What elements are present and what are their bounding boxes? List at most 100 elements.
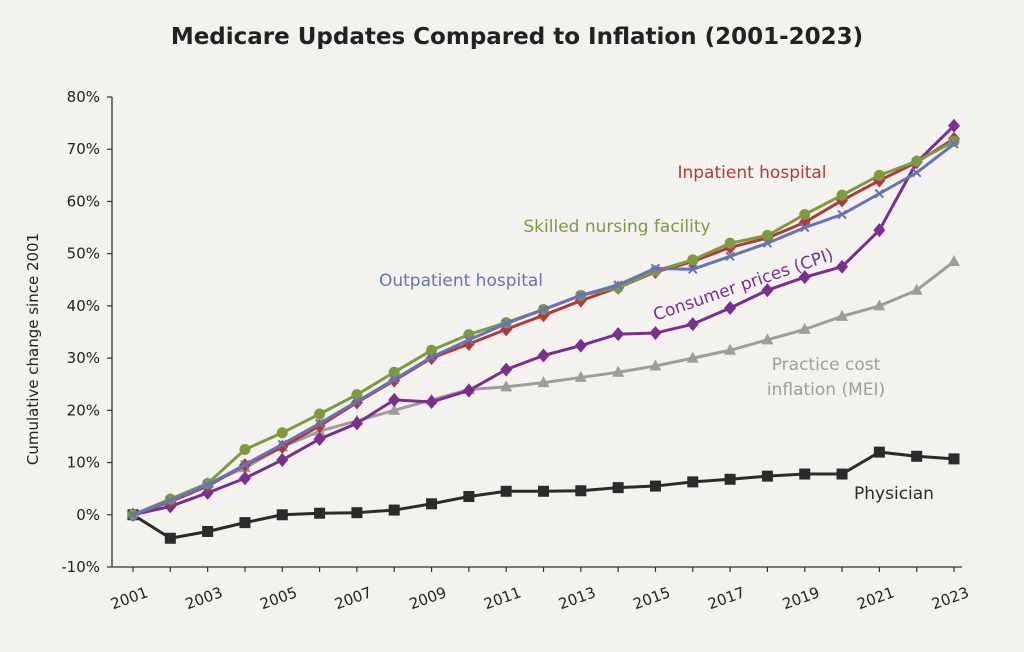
- data-point: [388, 366, 400, 378]
- data-point: [686, 317, 699, 332]
- data-point: [949, 139, 959, 149]
- data-point: [575, 485, 587, 497]
- x-tick-label: 2019: [780, 583, 822, 613]
- data-point: [874, 188, 885, 199]
- data-point: [165, 495, 176, 506]
- data-point: [873, 223, 886, 238]
- x-tick-label: 2001: [108, 583, 150, 613]
- data-point: [537, 348, 550, 363]
- data-point: [314, 408, 326, 420]
- data-point: [388, 504, 400, 516]
- data-point: [799, 468, 811, 480]
- data-point: [836, 259, 849, 274]
- data-point: [462, 383, 475, 398]
- data-point: [537, 376, 550, 388]
- y-tick-label: -10%: [61, 558, 100, 576]
- chart-title: Medicare Updates Compared to Inflation (…: [171, 24, 863, 50]
- x-tick-label: 2009: [407, 583, 449, 613]
- data-point: [687, 254, 699, 266]
- x-tick-label: 2013: [556, 583, 598, 613]
- data-point: [276, 452, 289, 467]
- data-point: [500, 485, 512, 497]
- data-point: [500, 362, 513, 377]
- data-point: [724, 473, 736, 485]
- data-point: [613, 280, 623, 290]
- data-point: [873, 299, 886, 311]
- data-point: [761, 333, 774, 345]
- data-point: [574, 370, 587, 382]
- y-tick-label: 60%: [67, 192, 100, 210]
- data-point: [649, 359, 662, 371]
- series-outpatient-hospital: [128, 139, 959, 520]
- series-label: Practice cost inflation (MEI): [767, 355, 885, 400]
- series-inpatient-hospital: [127, 131, 960, 522]
- y-tick-label: 20%: [67, 401, 100, 419]
- data-point: [724, 343, 737, 355]
- data-point: [426, 498, 438, 510]
- data-point: [389, 374, 399, 385]
- data-point: [725, 251, 735, 261]
- data-point: [238, 471, 251, 486]
- x-tick-label: 2005: [258, 583, 300, 613]
- data-point: [948, 135, 960, 147]
- x-tick-label: 2007: [332, 583, 374, 613]
- data-point: [239, 444, 251, 455]
- data-point: [239, 517, 251, 529]
- data-point: [649, 326, 662, 341]
- data-point: [202, 480, 213, 490]
- series-layer: [127, 118, 960, 544]
- data-point: [351, 507, 363, 519]
- y-tick-label: 0%: [76, 506, 100, 524]
- data-point: [761, 470, 773, 482]
- data-point: [538, 485, 549, 497]
- data-point: [836, 468, 848, 480]
- data-point: [687, 476, 699, 488]
- data-point: [500, 380, 513, 392]
- data-point: [910, 283, 923, 295]
- data-point: [836, 309, 849, 321]
- data-point: [313, 432, 326, 447]
- series-label: Physician: [854, 484, 934, 504]
- y-tick-label: 70%: [67, 140, 100, 158]
- data-point: [799, 209, 811, 220]
- data-point: [314, 418, 325, 429]
- data-point: [873, 446, 885, 458]
- data-point: [352, 396, 362, 407]
- data-point: [426, 352, 437, 362]
- data-point: [911, 155, 923, 167]
- data-point: [612, 482, 624, 494]
- x-tick-label: 2011: [481, 583, 523, 613]
- y-tick-label: 10%: [67, 454, 100, 472]
- data-point: [911, 168, 922, 178]
- data-point: [277, 439, 287, 449]
- data-point: [164, 532, 176, 544]
- y-tick-label: 50%: [67, 245, 100, 263]
- data-point: [761, 283, 774, 298]
- data-point: [574, 338, 587, 353]
- series-label: Consumer prices (CPI): [651, 245, 836, 325]
- data-point: [202, 525, 214, 537]
- data-point: [128, 510, 138, 520]
- data-point: [650, 263, 661, 273]
- data-point: [798, 322, 811, 334]
- data-point: [649, 480, 661, 492]
- x-tick-label: 2017: [705, 583, 747, 613]
- x-tick-label: 2023: [929, 583, 971, 613]
- data-point: [388, 403, 401, 415]
- data-point: [762, 238, 773, 248]
- data-point: [612, 365, 625, 377]
- data-point: [761, 229, 773, 241]
- x-tick-label: 2015: [631, 583, 673, 613]
- series-label: Inpatient hospital: [677, 163, 826, 183]
- data-point: [388, 392, 401, 407]
- series-physician: [127, 446, 960, 544]
- data-point: [911, 450, 923, 462]
- y-axis-label: Cumulative change since 2001: [24, 233, 42, 465]
- data-point: [948, 255, 960, 266]
- data-point: [837, 209, 847, 220]
- data-point: [538, 304, 549, 315]
- series-label: Skilled nursing facility: [523, 217, 710, 237]
- series-label: Outpatient hospital: [379, 271, 543, 291]
- data-point: [240, 459, 250, 470]
